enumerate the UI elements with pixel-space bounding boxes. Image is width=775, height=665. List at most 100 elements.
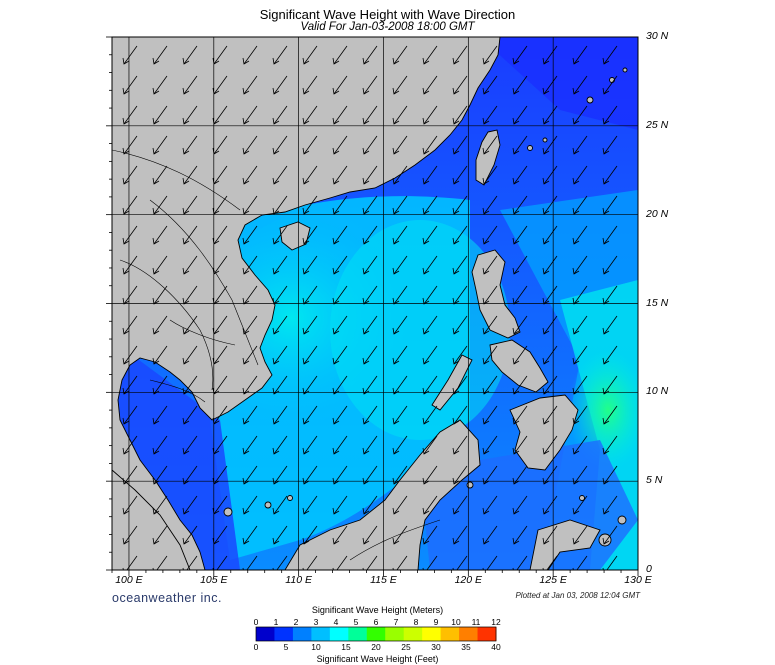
- wave-direction-arrow: [392, 345, 408, 365]
- wave-direction-arrow: [392, 135, 408, 155]
- wave-direction-arrow: [452, 315, 468, 335]
- wave-direction-arrow: [512, 285, 528, 305]
- wave-direction-arrow: [122, 195, 138, 215]
- wave-direction-arrow: [422, 405, 438, 425]
- wave-direction-arrow: [182, 45, 198, 65]
- wave-direction-arrow: [152, 225, 168, 245]
- wave-direction-arrow: [152, 75, 168, 95]
- philippines-central: [489, 339, 549, 393]
- wave-direction-arrow: [422, 495, 438, 515]
- wave-direction-arrow: [482, 75, 498, 95]
- wave-direction-arrow: [512, 225, 528, 245]
- wave-direction-arrow: [572, 165, 588, 185]
- wave-direction-arrow: [452, 105, 468, 125]
- lon-label: 125 E: [539, 574, 567, 586]
- wave-direction-arrow: [512, 195, 528, 215]
- wave-direction-arrow: [272, 45, 288, 65]
- wave-direction-arrow: [542, 195, 558, 215]
- wave-direction-arrow: [272, 225, 288, 245]
- wave-direction-arrow: [152, 195, 168, 215]
- wave-direction-arrow: [572, 45, 588, 65]
- lon-label: 120 E: [454, 574, 483, 586]
- wave-direction-arrow: [152, 255, 168, 275]
- wave-direction-arrow: [302, 315, 318, 335]
- wave-direction-arrow: [542, 135, 558, 155]
- wave-direction-arrow: [542, 225, 558, 245]
- wave-direction-arrow: [122, 75, 138, 95]
- wave-direction-arrow: [512, 45, 528, 65]
- wave-direction-arrow: [482, 165, 498, 185]
- wave-direction-arrow: [602, 315, 618, 335]
- wave-direction-arrow: [482, 405, 498, 425]
- country-borders: [112, 149, 441, 561]
- mindanao-island: [509, 394, 579, 471]
- wave-direction-arrow: [392, 405, 408, 425]
- wave-direction-arrow: [332, 405, 348, 425]
- mainland-asia: [112, 37, 501, 570]
- wave-direction-arrow: [512, 495, 528, 515]
- wave-direction-arrow: [302, 225, 318, 245]
- wave-direction-arrow: [332, 255, 348, 275]
- wave-direction-arrow: [302, 105, 318, 125]
- wave-direction-arrow: [272, 105, 288, 125]
- wave-direction-arrow: [242, 405, 258, 425]
- wave-direction-arrow: [392, 315, 408, 335]
- wave-direction-arrow: [362, 165, 378, 185]
- colorbar-meter-tick: 7: [393, 617, 399, 627]
- wave-direction-arrow: [422, 285, 438, 305]
- colorbar-meter-tick: 11: [471, 617, 481, 627]
- wave-direction-arrow: [602, 165, 618, 185]
- colorbar-swatch: [292, 627, 312, 641]
- wave-direction-arrow: [182, 525, 198, 545]
- wave-direction-arrow: [152, 525, 168, 545]
- wave-direction-arrow: [122, 555, 138, 570]
- wave-direction-arrow: [272, 405, 288, 425]
- wave-direction-arrow: [182, 135, 198, 155]
- colorbar-meter-tick: 1: [273, 617, 279, 627]
- wave-direction-arrow: [542, 435, 558, 455]
- wave-direction-arrow: [572, 255, 588, 275]
- wave-direction-arrow: [182, 75, 198, 95]
- colorbar-meter-tick: 0: [253, 617, 259, 627]
- wave-direction-arrow: [272, 435, 288, 455]
- wave-direction-arrow: [512, 75, 528, 95]
- colorbar-swatch: [477, 627, 497, 641]
- wave-direction-arrow: [302, 75, 318, 95]
- wave-direction-arrow: [482, 345, 498, 365]
- wave-direction-arrow: [392, 435, 408, 455]
- wave-direction-arrow: [602, 525, 618, 545]
- wave-direction-arrow: [542, 255, 558, 275]
- wave-height-colorbar: [255, 626, 497, 642]
- wave-direction-arrow: [602, 435, 618, 455]
- wave-direction-arrow: [362, 435, 378, 455]
- wave-direction-arrow: [332, 525, 348, 545]
- wave-direction-arrow: [212, 555, 228, 570]
- wave-direction-arrow: [542, 495, 558, 515]
- wave-direction-arrow: [542, 75, 558, 95]
- wave-direction-arrow: [122, 315, 138, 335]
- wave-direction-arrow: [242, 315, 258, 335]
- wave-direction-arrow: [122, 105, 138, 125]
- lat-label: 20 N: [646, 207, 669, 220]
- colorbar-meter-tick: 12: [491, 617, 501, 627]
- wave-direction-arrow: [362, 525, 378, 545]
- wave-direction-arrow: [122, 525, 138, 545]
- wave-direction-arrow: [122, 135, 138, 155]
- wave-direction-arrow: [482, 195, 498, 215]
- colorbar-feet-tick: 40: [491, 642, 501, 652]
- lon-label: 100 E: [115, 574, 143, 586]
- wave-direction-arrow: [392, 525, 408, 545]
- wave-direction-arrow: [332, 105, 348, 125]
- colorbar-swatch: [348, 627, 368, 641]
- wave-direction-arrow: [182, 555, 198, 570]
- lat-label: 15 N: [646, 296, 669, 309]
- wave-direction-arrow: [422, 135, 438, 155]
- wave-direction-arrow: [452, 225, 468, 245]
- wave-direction-arrow: [272, 555, 288, 570]
- wave-direction-arrow: [152, 45, 168, 65]
- wave-direction-arrow: [362, 315, 378, 335]
- wave-direction-arrow: [602, 495, 618, 515]
- wave-direction-arrow: [392, 225, 408, 245]
- colorbar-feet-tick: 15: [341, 642, 351, 652]
